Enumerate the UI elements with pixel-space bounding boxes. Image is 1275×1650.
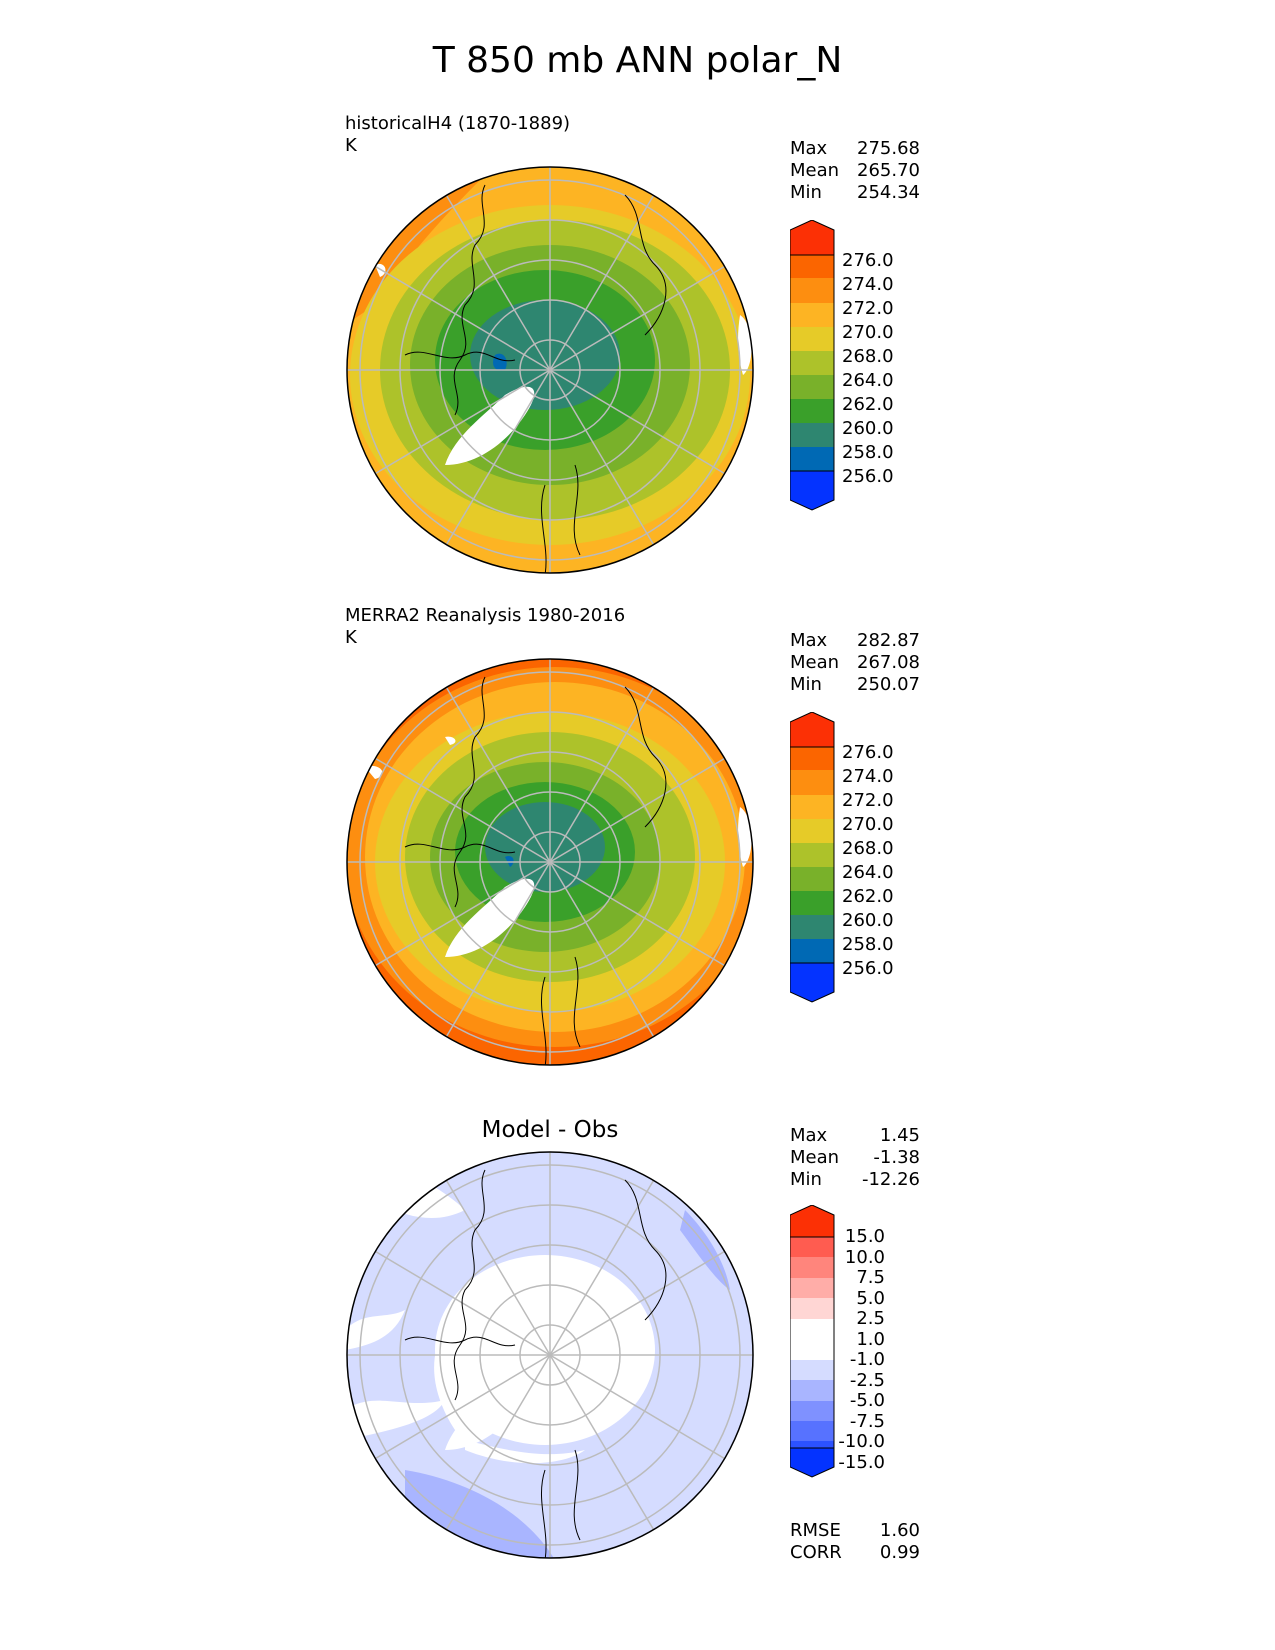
polar-map-difference [346, 1151, 754, 1559]
panel-title: MERRA2 Reanalysis 1980-2016 [345, 605, 626, 626]
colorbar [790, 1205, 835, 1478]
colorbar-tick: 262.0 [842, 394, 894, 415]
panel-title: Model - Obs [481, 1117, 619, 1143]
colorbar-tick: 264.0 [842, 862, 894, 883]
colorbar-tick: 1.0 [856, 1329, 885, 1350]
colorbar-tick: 256.0 [842, 958, 894, 979]
stat-value: 267.08 [857, 652, 920, 673]
stats-block: Max 275.68 Mean 265.70 Min 254.34 [790, 138, 920, 204]
colorbar-tick: 272.0 [842, 298, 894, 319]
colorbar-tick: -15.0 [838, 1452, 885, 1473]
stat-label: Max [790, 630, 828, 651]
colorbar-tick: 258.0 [842, 442, 894, 463]
stat-value: 250.07 [857, 674, 920, 695]
colorbar-tick: 268.0 [842, 838, 894, 859]
stat-value: 1.45 [879, 1125, 920, 1146]
polar-map-model [346, 166, 754, 574]
stat-value: 282.87 [857, 630, 920, 651]
stat-label: Mean [790, 652, 840, 673]
stat-value: -1.38 [873, 1147, 920, 1168]
colorbar-tick: 256.0 [842, 466, 894, 487]
colorbar-tick: 258.0 [842, 934, 894, 955]
colorbar-tick: 7.5 [856, 1267, 885, 1288]
panel-units: K [345, 627, 357, 648]
stat-value: 254.34 [857, 182, 920, 203]
colorbar-tick: 262.0 [842, 886, 894, 907]
colorbar-tick: -2.5 [849, 1370, 885, 1391]
colorbar [790, 712, 835, 1003]
metric-label: RMSE [790, 1520, 841, 1541]
panel-units: K [345, 135, 357, 156]
colorbar-tick: 15.0 [844, 1226, 885, 1247]
metric-value: 0.99 [879, 1542, 920, 1563]
stat-label: Min [790, 674, 822, 695]
stat-label: Min [790, 182, 822, 203]
metrics-block: RMSE 1.60 CORR 0.99 [790, 1520, 920, 1564]
metric-value: 1.60 [879, 1520, 920, 1541]
colorbar-tick: -5.0 [849, 1390, 885, 1411]
panel-title: historicalH4 (1870-1889) [345, 113, 571, 134]
colorbar-tick: 272.0 [842, 790, 894, 811]
colorbar-tick: 264.0 [842, 370, 894, 391]
stat-value: 275.68 [857, 138, 920, 159]
stats-block: Max 282.87 Mean 267.08 Min 250.07 [790, 630, 920, 696]
stat-label: Mean [790, 160, 840, 181]
colorbar-tick: 260.0 [842, 418, 894, 439]
colorbar-tick: 268.0 [842, 346, 894, 367]
colorbar-tick: 5.0 [856, 1288, 885, 1309]
stat-value: -12.26 [861, 1169, 920, 1190]
colorbar-tick: 270.0 [842, 814, 894, 835]
colorbar-tick: 276.0 [842, 250, 894, 271]
colorbar-tick: 274.0 [842, 766, 894, 787]
stat-value: 265.70 [857, 160, 920, 181]
stat-label: Min [790, 1169, 822, 1190]
polar-map-observations [346, 658, 754, 1066]
colorbar-tick: 270.0 [842, 322, 894, 343]
stat-label: Mean [790, 1147, 840, 1168]
metric-label: CORR [790, 1542, 842, 1563]
colorbar-tick: 276.0 [842, 742, 894, 763]
stat-label: Max [790, 1125, 828, 1146]
colorbar-tick: -7.5 [849, 1411, 885, 1432]
colorbar-tick: -1.0 [849, 1349, 885, 1370]
colorbar-tick: 260.0 [842, 910, 894, 931]
colorbar-tick: 10.0 [844, 1247, 885, 1268]
colorbar [790, 220, 835, 511]
colorbar-tick: -10.0 [838, 1431, 885, 1452]
stat-label: Max [790, 138, 828, 159]
stats-block: Max 1.45 Mean -1.38 Min -12.26 [790, 1125, 920, 1191]
figure-title: T 850 mb ANN polar_N [432, 40, 843, 81]
colorbar-tick: 274.0 [842, 274, 894, 295]
colorbar-tick: 2.5 [856, 1308, 885, 1329]
